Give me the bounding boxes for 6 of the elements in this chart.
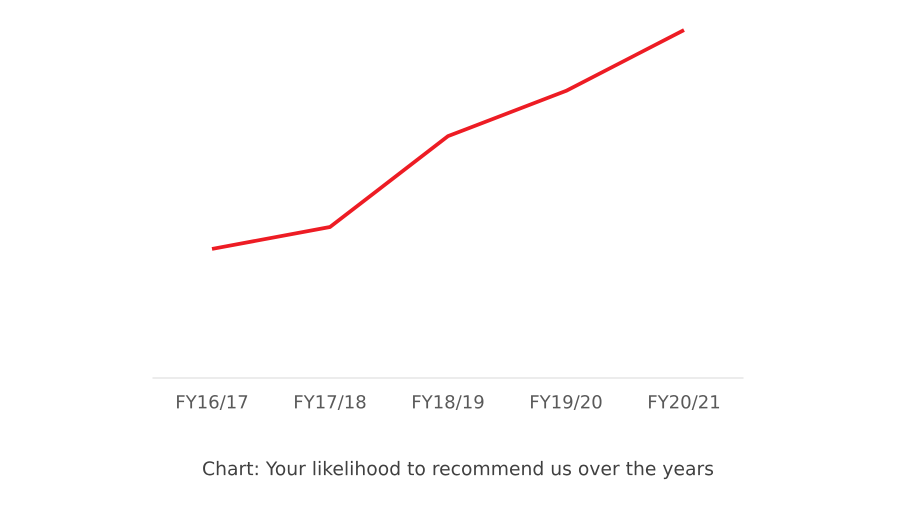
- x-tick-label: FY16/17: [177, 394, 248, 410]
- x-tick-label: FY18/19: [413, 394, 484, 410]
- x-tick-label: FY19/20: [531, 394, 602, 410]
- text: Chart: Your likelihood to recommend us over the years: [203, 460, 714, 480]
- x-tick-label: FY17/18: [295, 394, 366, 410]
- x-tick-label: FY20/21: [649, 394, 720, 410]
